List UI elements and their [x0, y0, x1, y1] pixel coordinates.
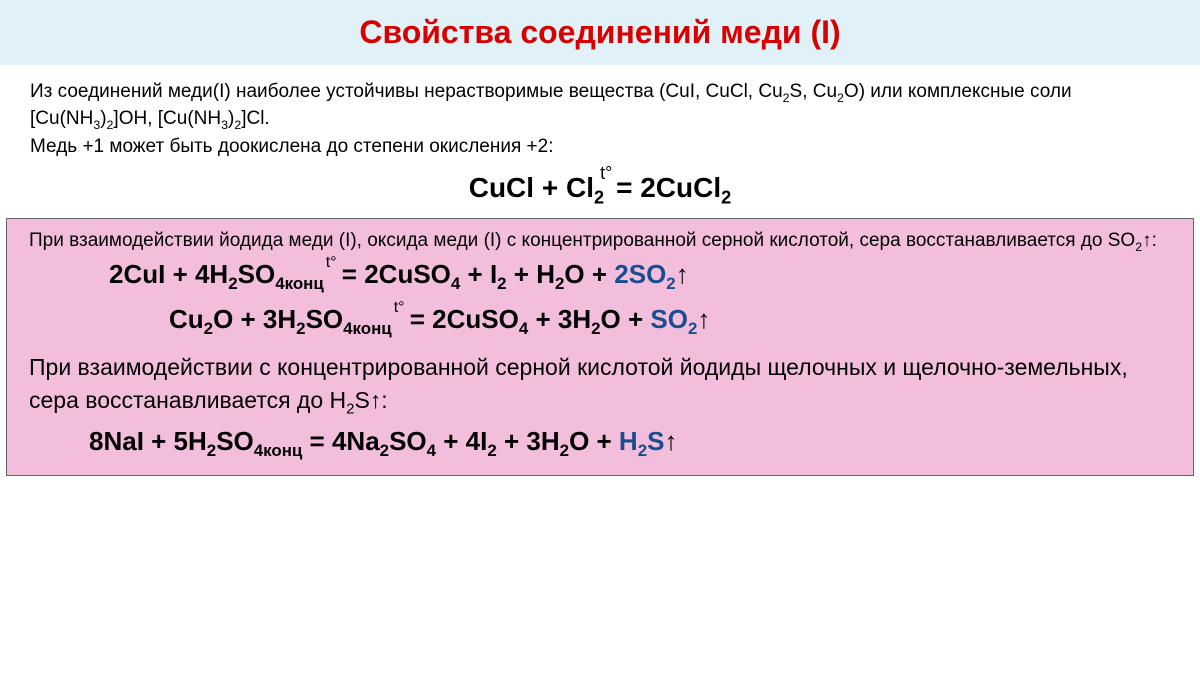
eq3-temp: t° [394, 299, 405, 316]
equation-2: 2CuI + 4H2SO4концt° = 2CuSO4 + I2 + H2O … [29, 259, 1171, 294]
eq3-up: ↑ [697, 304, 710, 334]
eq2-konz: 4конц [275, 274, 324, 293]
eq2-so2: 2SO2 [614, 259, 675, 289]
eq3-konz: 4конц [343, 319, 392, 338]
eq4-eq: = [302, 426, 332, 456]
intro-line1e: ]OH, [Cu(NH [113, 108, 221, 129]
pink-note: При взаимодействии с концентрированной с… [29, 351, 1171, 420]
eq4-r5: O + [569, 426, 619, 456]
eq3-r1: 2CuSO [432, 304, 519, 334]
eq4-l1: 8NaI + 5H [89, 426, 207, 456]
eq4-r2: SO [389, 426, 427, 456]
intro-line1a: Из соединений меди(I) наиболее устойчивы… [30, 81, 783, 102]
pink-section: При взаимодействии йодида меди (I), окси… [6, 218, 1194, 476]
eq1-eq: = [608, 172, 640, 203]
eq3-r2: + 3H [528, 304, 591, 334]
eq4-r4: + 3H [497, 426, 560, 456]
page-title: Свойства соединений меди (I) [0, 14, 1200, 51]
eq2-up: ↑ [676, 259, 689, 289]
note-line1: При взаимодействии с концентрированной с… [29, 354, 1128, 412]
eq4-h2s: H2S [619, 426, 665, 456]
eq3-l1: Cu [169, 304, 204, 334]
eq2-r1: 2CuSO [364, 259, 451, 289]
equation-1: CuCl + Cl2t° = 2CuCl2 [0, 166, 1200, 219]
eq2-eq: = [335, 259, 365, 289]
eq1-temp: t° [600, 163, 612, 183]
eq2-r4: O + [564, 259, 614, 289]
eq2-r2: + I [460, 259, 497, 289]
eq4-konz: 4конц [254, 441, 303, 460]
eq4-up: ↑ [664, 426, 677, 456]
eq2-temp: t° [326, 254, 337, 271]
intro-line1b: S, Cu [790, 81, 838, 102]
eq3-l3: SO [306, 304, 344, 334]
eq2-r3: + H [507, 259, 555, 289]
eq4-r3: + 4I [436, 426, 487, 456]
pink-intro-b: ↑: [1142, 230, 1157, 251]
eq3-l2: O + 3H [213, 304, 296, 334]
eq3-so2: SO2 [650, 304, 697, 334]
eq2-l1: 2CuI + 4H [109, 259, 228, 289]
note-line2: S↑: [354, 387, 387, 413]
intro-text: Из соединений меди(I) наиболее устойчивы… [0, 65, 1200, 166]
eq4-r1: 4Na [332, 426, 380, 456]
intro-line1g: ]Cl. [241, 108, 270, 129]
title-bar: Свойства соединений меди (I) [0, 0, 1200, 65]
pink-intro: При взаимодействии йодида меди (I), окси… [29, 229, 1171, 255]
eq2-l2: SO [238, 259, 276, 289]
eq4-l2: SO [216, 426, 254, 456]
equation-3: Cu2O + 3H2SO4концt° = 2CuSO4 + 3H2O + SO… [29, 304, 1171, 339]
equation-4: 8NaI + 5H2SO4конц = 4Na2SO4 + 4I2 + 3H2O… [29, 426, 1171, 461]
eq1-left: CuCl + Cl [469, 172, 594, 203]
pink-intro-a: При взаимодействии йодида меди (I), окси… [29, 230, 1135, 251]
intro-line2: Медь +1 может быть доокислена до степени… [30, 136, 553, 157]
eq3-r3: O + [601, 304, 651, 334]
eq1-right: 2CuCl [640, 172, 721, 203]
eq3-eq: = [403, 304, 433, 334]
